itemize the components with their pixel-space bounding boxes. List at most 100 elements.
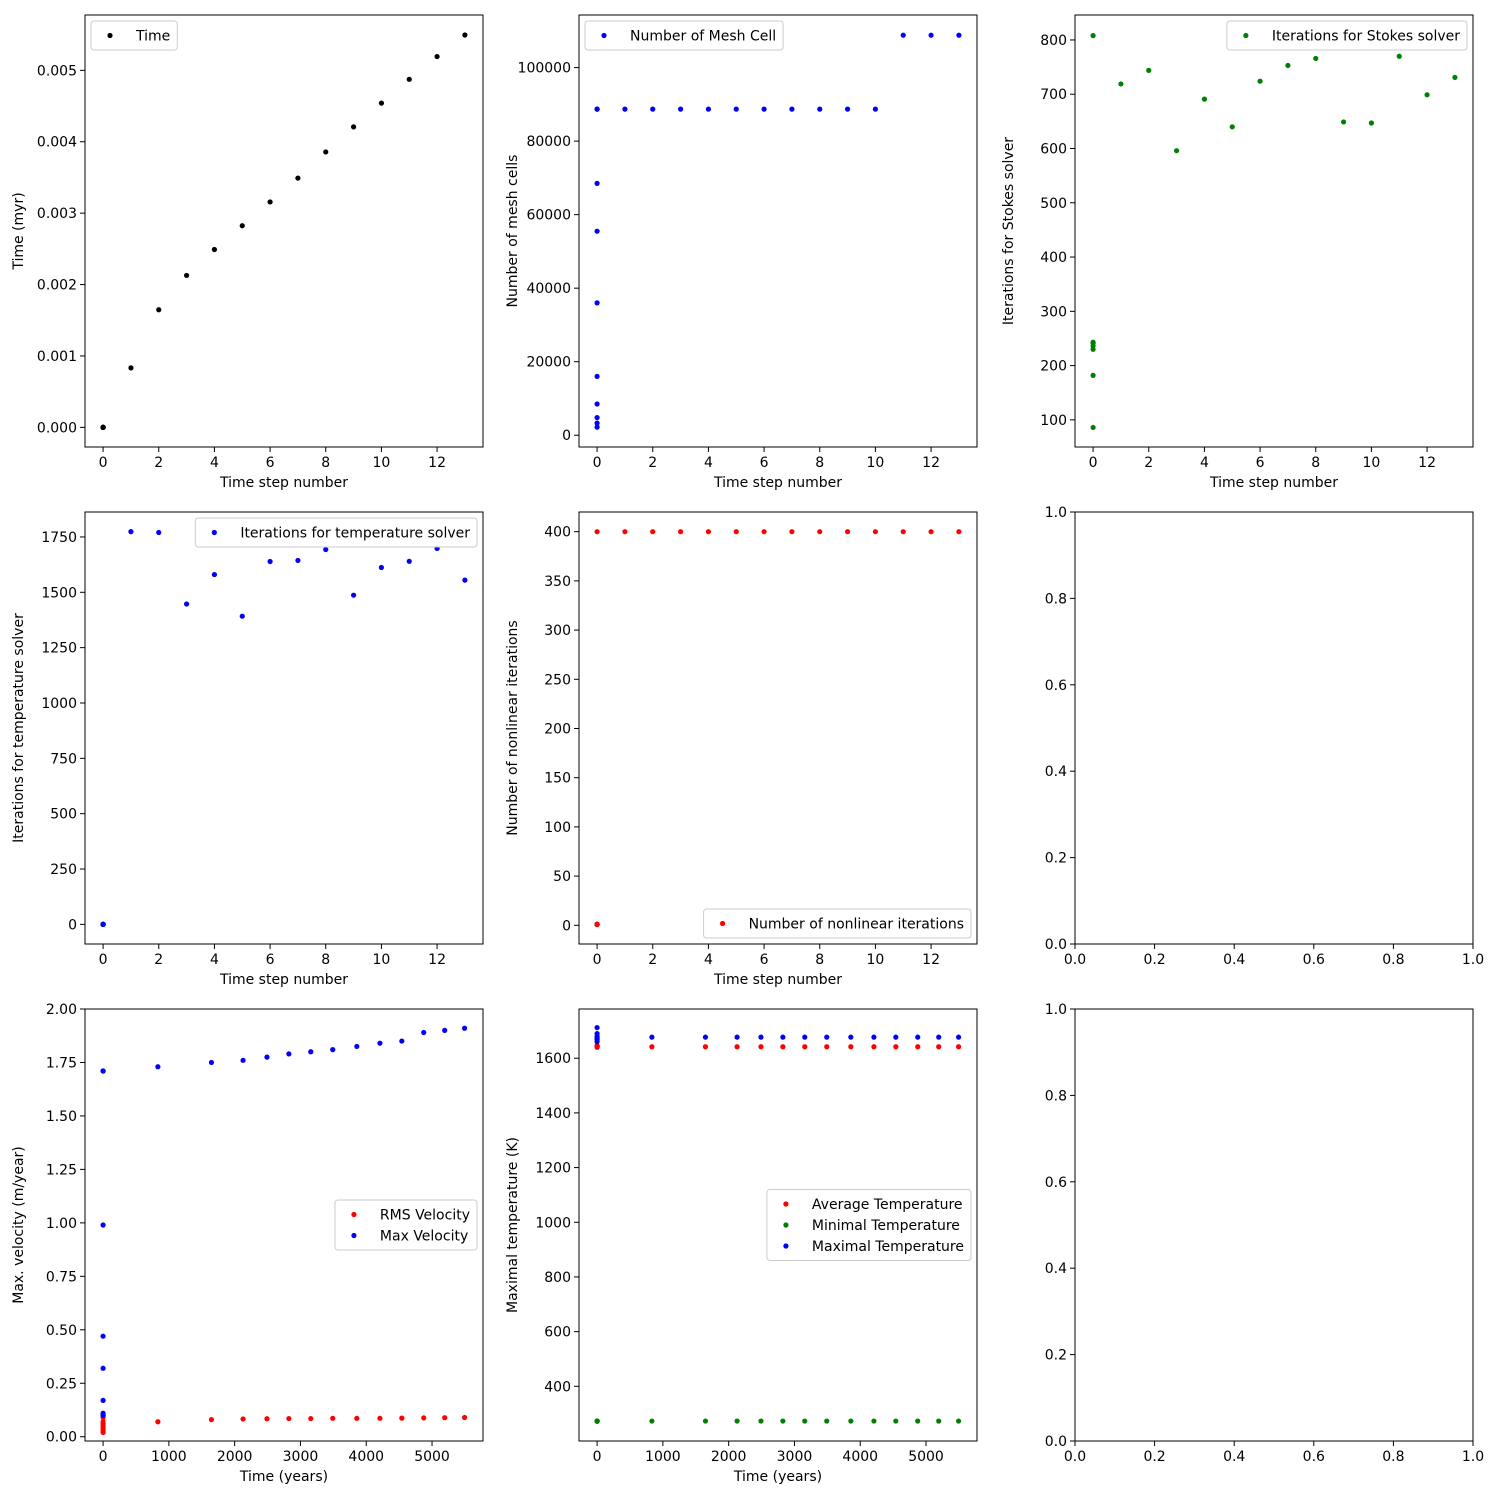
y-tick-label: 1.25 [46,1162,77,1178]
y-tick-label: 1.0 [1045,505,1067,521]
y-tick-label: 0.75 [46,1269,77,1285]
y-tick-label: 0.4 [1045,764,1067,780]
y-tick-label: 600 [1040,142,1067,158]
data-point [677,106,684,112]
data-point [1424,92,1430,98]
x-tick-label: 6 [266,455,275,471]
x-tick-label: 5000 [908,1449,944,1465]
data-point [399,1415,405,1421]
data-point [1090,424,1096,431]
data-point [1201,96,1208,102]
data-point [650,106,656,112]
series-1 [594,529,962,927]
legend-marker [1243,32,1249,39]
x-tick-label: 12 [1418,455,1436,471]
y-axis-label: Iterations for Stokes solver [1001,137,1017,325]
x-tick-label: 0 [99,1449,108,1465]
data-point [893,1418,899,1424]
y-tick-label: 0.8 [1045,591,1067,607]
plot-area [1074,1008,1474,1442]
plot-area [84,14,484,448]
x-tick-label: 0 [1089,455,1098,471]
x-tick-label: 0.0 [1064,952,1086,968]
x-axis-label: Time step number [1209,475,1338,491]
data-point [824,1034,830,1040]
x-tick-label: 12 [922,455,940,471]
data-point [434,53,440,60]
data-point [594,401,600,407]
y-tick-label: 1.0 [1045,1002,1067,1018]
y-tick-label: 0 [68,917,77,933]
data-point [1173,148,1180,154]
data-point [211,246,218,253]
series-1 [100,529,468,927]
x-tick-label: 0.8 [1382,952,1404,968]
data-point [100,1333,106,1339]
x-tick-label: 12 [428,952,446,968]
data-point [622,106,628,112]
data-point [267,199,273,205]
data-point [956,32,962,38]
x-tick-label: 0.4 [1223,1449,1245,1465]
data-point [900,529,906,535]
data-point [100,1419,106,1425]
y-tick-label: 0.001 [37,349,77,365]
data-point [323,546,329,553]
x-tick-label: 4 [704,455,713,471]
subplot-5: 0 2 4 6 8 10 12 0 50 100 150 200 250 300 350 400 Time st… [505,511,978,988]
data-point [758,1034,764,1040]
x-tick-label: 2 [648,455,657,471]
x-tick-label: 8 [321,952,330,968]
legend-frame [584,20,784,51]
legend-label: RMS Velocity [380,1208,470,1224]
data-point [378,100,385,106]
legend-marker [351,1211,357,1218]
data-point [705,529,712,535]
data-point [1340,119,1347,125]
subplot-4: 0 2 4 6 8 10 12 0 250 500 750 1000 1250 1500 1750 Time … [11,511,484,988]
subplot-3: 0 2 4 6 8 10 12 100 200 300 400 500 600 700 800 Time st… [1001,14,1474,491]
x-tick-label: 0.6 [1303,952,1325,968]
legend: Number of nonlinear iterations [703,908,972,939]
y-axis-label: Number of nonlinear iterations [505,620,521,835]
data-point [780,1418,786,1424]
y-tick-label: 600 [544,1325,571,1341]
legend-label: Iterations for Stokes solver [1272,29,1460,45]
data-point [844,529,851,535]
legend-label: Average Temperature [812,1197,963,1213]
data-point [848,1044,854,1050]
legend-label: Minimal Temperature [812,1218,960,1234]
data-point [761,529,767,535]
data-point [758,1044,764,1050]
y-axis-label: Maximal temperature (K) [505,1137,521,1313]
y-tick-label: 0.2 [1045,851,1067,867]
y-axis-label: Max. velocity (m/year) [11,1146,27,1304]
x-tick-label: 3000 [283,1449,319,1465]
data-point [594,1043,600,1049]
data-point [594,424,600,430]
data-point [594,300,600,306]
x-axis-label: Time step number [713,972,842,988]
data-point [462,577,468,583]
x-tick-label: 0 [99,952,108,968]
data-point [955,1034,962,1040]
x-tick-label: 8 [321,455,330,471]
x-tick-label: 5000 [414,1449,450,1465]
y-tick-label: 0.2 [1045,1348,1067,1364]
x-tick-label: 0 [99,455,108,471]
data-point [936,1418,942,1424]
y-tick-label: 1.00 [46,1216,77,1232]
plot-area [1074,511,1474,945]
x-tick-label: 8 [1311,455,1320,471]
legend: Iterations for temperature solver [194,517,478,548]
x-tick-label: 0 [593,455,602,471]
data-point [461,1414,468,1421]
x-axis-label: Time step number [713,475,842,491]
data-point [824,1418,830,1424]
data-point [264,1416,270,1422]
data-point [442,1027,448,1033]
data-point [817,529,823,535]
data-point [240,1057,246,1063]
x-tick-label: 3000 [777,1449,813,1465]
legend-label: Number of Mesh Cell [630,29,776,45]
